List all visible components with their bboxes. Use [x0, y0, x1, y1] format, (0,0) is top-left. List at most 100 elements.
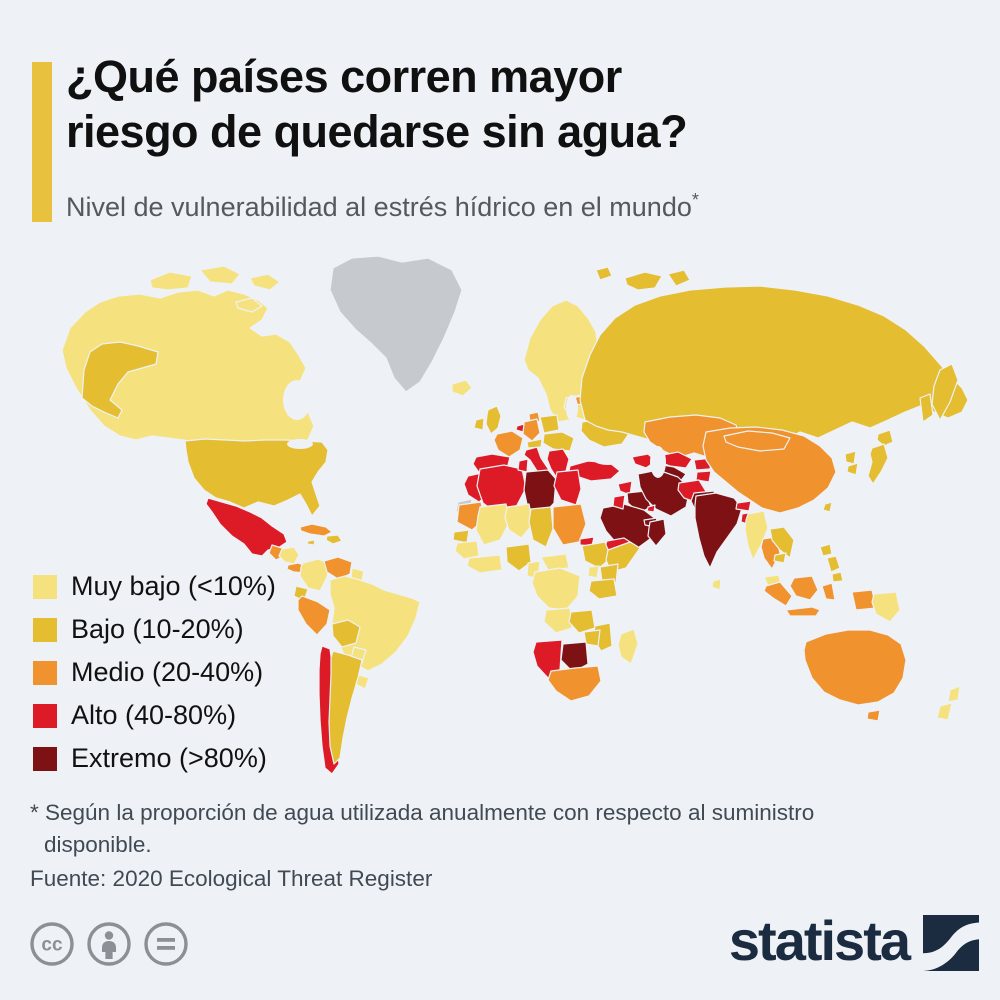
map-region-benelux [515, 423, 525, 433]
map-region-iran [637, 469, 691, 517]
map-region-germany [522, 418, 541, 442]
map-region-senegal [452, 529, 470, 544]
map-region-colombia [299, 558, 331, 592]
map-region-venezuela [323, 556, 353, 580]
water-body [566, 395, 578, 421]
map-region-myanmar [744, 510, 769, 561]
map-region-uk [485, 405, 502, 435]
legend-swatch-muy-bajo [33, 574, 57, 599]
statista-logo-icon [923, 915, 979, 971]
map-region-new_zealand [947, 685, 961, 703]
map-region-russia [579, 285, 969, 453]
map-region-chad [528, 506, 554, 548]
map-region-greenland [329, 255, 463, 393]
legend-swatch-extremo [33, 746, 57, 771]
map-region-tasmania [866, 709, 881, 722]
map-region-mali [475, 503, 511, 546]
map-region-kuwait [646, 504, 656, 513]
map-region-indonesia_java [785, 606, 821, 617]
map-region-china [702, 426, 837, 514]
map-region-tanzania [588, 578, 618, 600]
map-region-alaska [81, 341, 159, 419]
map-region-laos_vietnam [769, 526, 795, 559]
license-icons: cc [29, 921, 189, 967]
map-region-saudi_arabia [599, 503, 658, 551]
map-region-nepal [735, 500, 752, 512]
map-region-france [493, 430, 524, 458]
map-region-poland [539, 414, 560, 434]
map-region-philippines [831, 571, 844, 583]
map-region-dr_congo [531, 567, 581, 611]
map-region-indonesia_sumatra [763, 581, 793, 607]
map-region-indonesia_borneo [789, 575, 819, 601]
legend-swatch-alto [33, 703, 57, 728]
map-region-kenya [599, 563, 619, 584]
map-region-tajikistan [695, 470, 712, 483]
cc-license-icon: cc [30, 922, 74, 966]
map-region-alpine [526, 438, 543, 449]
map-region-nigeria [505, 543, 532, 572]
map-legend: Muy bajo (<10%) Bajo (10-20%) Medio (20-… [33, 565, 276, 780]
source-line: Fuente: 2020 Ecological Threat Register [30, 866, 433, 891]
map-region-sudan [552, 503, 587, 546]
map-region-niger [504, 503, 534, 539]
map-region-jamaica [306, 539, 316, 546]
page-title: ¿Qué países corren mayor riesgo de queda… [66, 50, 966, 160]
map-region-egypt [553, 469, 582, 506]
map-region-usa [184, 438, 329, 517]
map-region-australia [803, 629, 907, 706]
map-region-central_africa [540, 553, 570, 571]
legend-row-muy-bajo: Muy bajo (<10%) [33, 565, 276, 608]
attribution-icon [87, 922, 131, 966]
map-region-oman [647, 518, 667, 547]
map-region-canada [235, 297, 263, 313]
world-map-svg [61, 255, 969, 775]
map-region-uganda [587, 565, 600, 579]
legend-row-medio: Medio (20-40%) [33, 651, 276, 694]
map-region-korea [844, 450, 857, 465]
map-region-guinea [454, 540, 480, 560]
map-region-canada [149, 271, 193, 291]
map-region-kamchatka [931, 363, 959, 421]
footnote: * Según la proporción de agua utilizada … [30, 800, 815, 857]
map-region-indonesia_sulawesi [821, 582, 836, 601]
no-derivatives-icon [144, 922, 188, 966]
statista-brand: statista [728, 909, 979, 972]
map-region-hispaniola [325, 534, 343, 545]
map-region-mongolia [723, 430, 791, 452]
page-subtitle: Nivel de vulnerabilidad al estrés hídric… [66, 190, 699, 222]
map-region-south_africa [547, 665, 602, 702]
water-body [592, 451, 624, 465]
map-region-sri_lanka [711, 578, 722, 591]
legend-row-bajo: Bajo (10-20%) [33, 608, 276, 651]
statista-wordmark: statista [728, 909, 911, 972]
title-accent-bar [32, 62, 52, 222]
title-line-1: ¿Qué países corren mayor [66, 51, 622, 102]
world-choropleth-map [0, 250, 1000, 810]
map-region-novaya_zemlya [624, 271, 663, 291]
water-body [283, 380, 311, 420]
map-region-korea [846, 462, 859, 476]
map-region-tunisia [517, 458, 529, 473]
legend-row-alto: Alto (40-80%) [33, 694, 276, 737]
map-region-canada [249, 273, 281, 291]
map-region-zambia [568, 609, 596, 634]
map-region-taiwan [822, 501, 833, 513]
map-region-canada [199, 265, 241, 285]
map-region-peru [297, 595, 331, 636]
map-region-papua_new_guinea [871, 591, 901, 623]
map-region-east_europe [542, 431, 575, 452]
map-region-philippines [826, 555, 841, 573]
svg-text:cc: cc [41, 935, 63, 956]
map-region-angola [543, 607, 573, 634]
map-region-madagascar [617, 628, 639, 665]
map-region-uruguay [355, 674, 370, 690]
map-region-svalbard [595, 266, 613, 281]
legend-swatch-bajo [33, 617, 57, 642]
map-region-japan [867, 443, 889, 485]
map-region-sakhalin [919, 393, 934, 423]
map-region-jordan_israel [612, 494, 626, 510]
water-body [650, 446, 666, 478]
legend-row-extremo: Extremo (>80%) [33, 737, 276, 780]
